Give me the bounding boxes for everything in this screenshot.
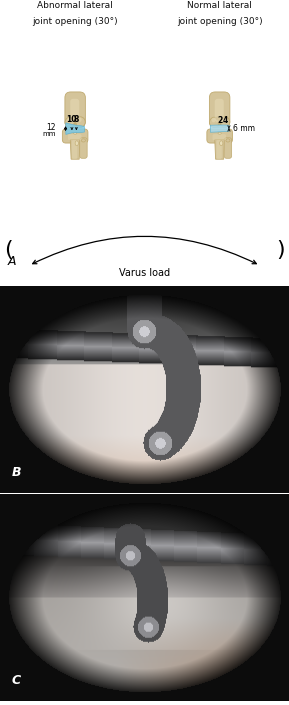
FancyBboxPatch shape: [80, 137, 87, 159]
Ellipse shape: [218, 123, 222, 125]
Polygon shape: [70, 140, 80, 159]
Text: (: (: [4, 240, 13, 260]
Ellipse shape: [77, 117, 81, 122]
Text: Abnormal lateral: Abnormal lateral: [37, 1, 113, 11]
Text: 10: 10: [67, 115, 77, 124]
FancyBboxPatch shape: [62, 129, 88, 143]
Ellipse shape: [216, 116, 224, 121]
Polygon shape: [215, 140, 225, 159]
Text: Varus load: Varus load: [119, 269, 170, 278]
FancyBboxPatch shape: [215, 99, 224, 122]
Ellipse shape: [212, 118, 216, 123]
Ellipse shape: [218, 133, 221, 134]
FancyBboxPatch shape: [210, 92, 230, 128]
FancyBboxPatch shape: [68, 134, 81, 140]
Ellipse shape: [226, 139, 230, 142]
Ellipse shape: [71, 116, 79, 121]
FancyBboxPatch shape: [72, 140, 77, 159]
Polygon shape: [210, 125, 229, 133]
Text: joint opening (30°): joint opening (30°): [177, 17, 262, 26]
Text: joint opening (30°): joint opening (30°): [32, 17, 118, 26]
Ellipse shape: [222, 117, 226, 122]
Text: 6 mm: 6 mm: [233, 124, 255, 133]
Text: 4: 4: [223, 116, 228, 125]
Ellipse shape: [75, 141, 78, 146]
Text: mm: mm: [42, 131, 55, 137]
Ellipse shape: [65, 117, 75, 128]
Polygon shape: [66, 123, 84, 135]
Ellipse shape: [220, 141, 223, 146]
Text: A: A: [7, 255, 16, 268]
Ellipse shape: [220, 117, 230, 127]
Text: ): ): [276, 240, 285, 260]
Ellipse shape: [73, 123, 77, 125]
Ellipse shape: [75, 117, 85, 127]
Ellipse shape: [210, 117, 219, 128]
FancyBboxPatch shape: [70, 99, 79, 122]
FancyBboxPatch shape: [224, 137, 232, 159]
Text: B: B: [12, 466, 21, 479]
Text: C: C: [12, 674, 21, 687]
Ellipse shape: [81, 139, 86, 142]
FancyBboxPatch shape: [65, 92, 85, 128]
Text: 8: 8: [74, 115, 79, 124]
FancyBboxPatch shape: [212, 134, 226, 140]
Ellipse shape: [67, 118, 71, 123]
Text: Normal lateral: Normal lateral: [187, 1, 252, 11]
Text: 2: 2: [217, 116, 223, 125]
FancyBboxPatch shape: [216, 140, 222, 159]
Ellipse shape: [73, 133, 77, 134]
Text: 12: 12: [46, 123, 55, 132]
FancyBboxPatch shape: [207, 129, 232, 143]
